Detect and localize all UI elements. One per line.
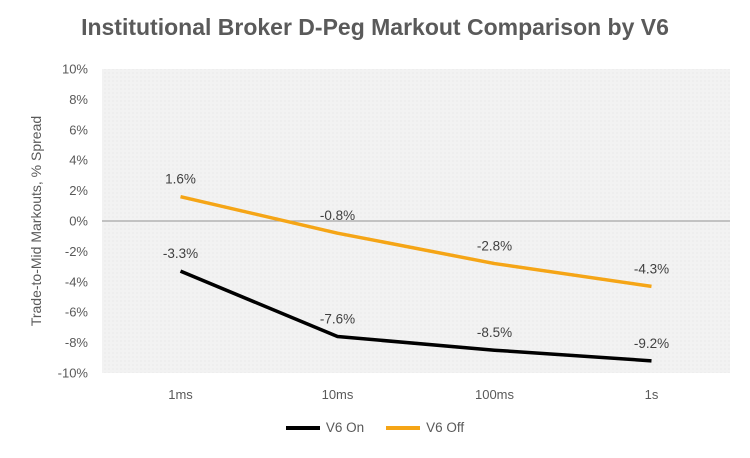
series-line-v6-on — [179, 269, 652, 363]
y-tick-label: 0% — [69, 214, 88, 229]
legend: V6 On V6 Off — [0, 420, 750, 435]
y-tick-label: 6% — [69, 122, 88, 137]
x-tick-label: 100ms — [475, 387, 515, 402]
chart-title: Institutional Broker D-Peg Markout Compa… — [81, 14, 669, 40]
legend-swatch-v6-off — [386, 425, 421, 430]
y-tick-label: -2% — [65, 244, 89, 259]
data-label: -2.8% — [477, 239, 512, 254]
legend-label-v6-on: V6 On — [325, 420, 365, 435]
y-axis-label: Trade-to-Mid Markouts, % Spread — [28, 116, 44, 326]
data-label: 1.6% — [165, 172, 196, 187]
data-label: -8.5% — [477, 325, 512, 340]
legend-label-v6-off: V6 Off — [426, 420, 465, 435]
x-tick-label: 1s — [645, 387, 659, 402]
y-tick-label: -10% — [58, 366, 89, 381]
data-label: -3.3% — [163, 246, 198, 261]
data-label: -0.8% — [320, 208, 355, 223]
y-tick-label: 10% — [62, 62, 88, 77]
series-line-v6-off — [180, 194, 652, 289]
y-tick-label: -6% — [65, 305, 89, 320]
x-axis-ticks: 1ms 10ms 100ms 1s — [168, 387, 659, 402]
y-tick-label: 8% — [69, 92, 88, 107]
data-label: -4.3% — [634, 261, 669, 276]
data-label: -9.2% — [634, 336, 669, 351]
series-lines — [179, 194, 652, 363]
legend-item-v6-off: V6 Off — [386, 420, 464, 435]
y-axis-ticks: -10% -8% -6% -4% -2% 0% 2% 4% 6% 8% 10% — [58, 62, 89, 381]
x-tick-label: 10ms — [322, 387, 354, 402]
y-tick-label: -4% — [65, 274, 89, 289]
y-tick-label: -8% — [65, 335, 89, 350]
y-tick-label: 4% — [69, 153, 88, 168]
legend-swatch-v6-on — [285, 425, 320, 430]
y-tick-label: 2% — [69, 183, 88, 198]
legend-item-v6-on: V6 On — [285, 420, 365, 435]
data-labels: -3.3% -7.6% -8.5% -9.2% 1.6% -0.8% -2.8% -4.3% — [163, 172, 669, 351]
x-tick-label: 1ms — [168, 387, 193, 402]
data-label: -7.6% — [320, 312, 355, 327]
